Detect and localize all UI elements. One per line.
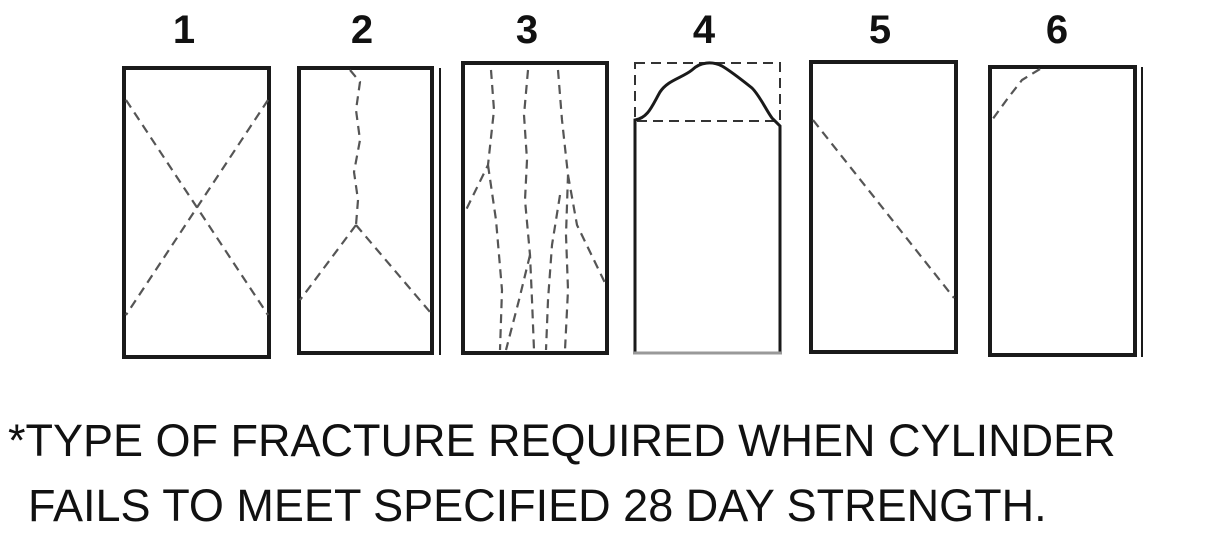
fracture-type-3: 3 (461, 8, 609, 355)
fracture-type-2: 2 (297, 8, 441, 355)
type-number-4: 4 (693, 8, 716, 52)
footnote-line-2: FAILS TO MEET SPECIFIED 28 DAY STRENGTH. (28, 480, 1047, 531)
corner-fracture-icon (988, 65, 1143, 357)
columnar-vertical-cracking-icon (461, 61, 609, 355)
top-cone-fracture-icon (633, 61, 782, 355)
type-number-1: 1 (173, 8, 195, 52)
type-number-6: 6 (1046, 8, 1068, 52)
cone-cone-fracture-icon (122, 66, 271, 359)
fracture-type-6: 6 (988, 8, 1143, 357)
cone-split-fracture-icon (297, 66, 441, 355)
diagonal-shear-fracture-icon (809, 60, 958, 354)
type-number-5: 5 (869, 8, 891, 52)
footnote-line-1: *TYPE OF FRACTURE REQUIRED WHEN CYLINDER (8, 415, 1116, 466)
fracture-type-1: 1 (122, 8, 271, 359)
type-number-3: 3 (516, 8, 538, 52)
fracture-type-5: 5 (809, 8, 958, 354)
type-number-2: 2 (351, 8, 373, 52)
fracture-type-4: 4 (633, 8, 782, 355)
